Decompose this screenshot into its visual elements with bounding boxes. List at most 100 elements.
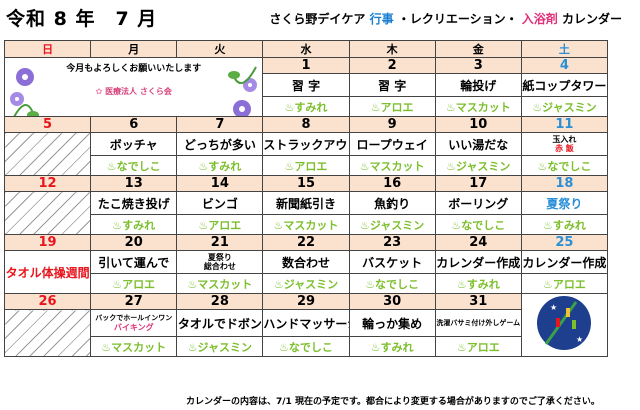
date-cell: 29 (262, 293, 350, 310)
week-1-activities: 習 字 習 字 輪投げ 紙コップタワー (5, 73, 609, 97)
activity-cell: 洗濯バサミ付け外しゲーム (434, 309, 522, 337)
activity-cell: 数合わせ (262, 250, 350, 274)
date-cell: 19 (3, 234, 92, 251)
calendar-subtitle: さくら野デイケア 行事 ・レクリエーション・ 入浴剤 カレンダー (269, 12, 622, 26)
activity-cell: タオルでドボン (176, 309, 264, 337)
towel-exercise-week: タオル体操週間 (3, 250, 92, 294)
greeting-card: 今月もよろしくお願いいたします ✿ 医療法人 さくら会 (3, 57, 264, 117)
bath-cell: ♨ジャスミン (262, 273, 350, 294)
bath-cell: ♨ジャスミン (520, 96, 609, 117)
bath-cell: ♨なでしこ (348, 273, 436, 294)
activity-cell: ロープウェイ (348, 132, 436, 156)
week-2-activities: ボッチャ どっちが多い ストラックアウト ロープウェイ いい湯だな 玉入れ 赤 … (3, 132, 609, 176)
activity-cell: カレンダー作成 (434, 250, 522, 274)
weekday-tue: 火 (176, 40, 264, 58)
bath-cell: ♨なでしこ (90, 155, 178, 176)
bath-cell: ♨ジャスミン (348, 214, 436, 235)
activity-cell: ストラックアウト (262, 132, 350, 156)
bath-cell: ♨アロエ (434, 336, 522, 357)
date-cell: 8 (262, 116, 350, 133)
date-cell: 31 (434, 293, 522, 310)
bath-cell: ♨マスカット (348, 155, 436, 176)
bath-cell: ♨ジャスミン (434, 155, 522, 176)
date-cell: 25 (520, 234, 609, 251)
bath-cell: ♨すみれ (348, 336, 436, 357)
activity-cell: カレンダー作成 (520, 250, 609, 274)
date-cell: 10 (434, 116, 522, 133)
date-cell: 22 (262, 234, 350, 251)
activity-cell: ボーリング (434, 191, 522, 215)
tanabata-illustration: ★ ★ (520, 293, 609, 357)
weekday-sat: 土 (520, 40, 609, 58)
date-cell: 24 (434, 234, 522, 251)
date-cell: 27 (90, 293, 178, 310)
week-3-activities: たこ焼き投げ ビンゴ 新聞紙引き 魚釣り ボーリング 夏祭り (3, 191, 609, 235)
greeting-message: 今月もよろしくお願いいたします (66, 64, 202, 74)
bath-cell: ♨なでしこ (520, 155, 609, 176)
bath-cell: ♨すみれ (90, 214, 178, 235)
tanabata-icon: ★ ★ (537, 296, 592, 350)
activity-cell: ボッチャ (90, 132, 178, 156)
activity-cell: いい湯だな (434, 132, 522, 156)
date-cell: 9 (348, 116, 436, 133)
bath-cell: ♨ジャスミン (176, 336, 264, 357)
weekday-fri: 金 (434, 40, 522, 58)
bath-cell: ♨マスカット (176, 273, 264, 294)
footer-note: カレンダーの内容は、7/1 現在の予定です。都合により変更する場合がありますので… (186, 397, 600, 407)
date-cell: 7 (176, 116, 264, 133)
bath-cell: ♨アロエ (262, 155, 350, 176)
activity-cell: 輪っか集め (348, 309, 436, 337)
week-5-dates: 26 27 28 29 30 31 ★ ★ (3, 293, 609, 357)
morning-glory-icon (10, 68, 39, 116)
activity-cell: バスケット (348, 250, 436, 274)
bath-cell: ♨アロエ (90, 273, 178, 294)
activity-cell: 魚釣り (348, 191, 436, 215)
date-cell: 26 (3, 293, 92, 310)
weekday-row: 日 月 火 水 木 金 土 (3, 40, 609, 58)
activity-cell: 習 字 (262, 73, 350, 97)
activity-cell: 夏祭り 総合わせ (176, 250, 264, 274)
week-2-baths: ♨なでしこ ♨すみれ ♨アロエ ♨マスカット ♨ジャスミン ♨なでしこ (5, 155, 609, 176)
svg-text:★: ★ (576, 335, 583, 344)
date-cell: 2 (348, 57, 436, 74)
activity-cell: ハンドマッサージ (262, 309, 350, 337)
week-4-baths: ♨アロエ ♨マスカット ♨ジャスミン ♨なでしこ ♨すみれ ♨アロエ (5, 273, 609, 294)
closed-day-cell (3, 309, 92, 357)
sakura-icon: ✿ (95, 87, 103, 96)
week-5-baths: ♨マスカット ♨ジャスミン ♨なでしこ ♨すみれ ♨アロエ (5, 336, 608, 357)
week-3-dates: 12 13 14 15 16 17 18 (3, 175, 609, 192)
morning-glory-icon (228, 66, 258, 116)
bath-cell: ♨アロエ (520, 273, 609, 294)
activity-cell: 夏祭り (520, 191, 609, 215)
date-cell: 1 (262, 57, 350, 74)
page-title: 令和 8 年 7 月 (6, 8, 158, 30)
special-meal: 赤 飯 (555, 144, 574, 153)
bath-cell: ♨アロエ (176, 214, 264, 235)
activity-cell: 紙コップタワー (520, 73, 609, 97)
week-1-dates: 今月もよろしくお願いいたします ✿ 医療法人 さくら会 1 2 3 4 (3, 57, 609, 117)
week-4-activities: タオル体操週間 引いて運んで 夏祭り 総合わせ 数合わせ バスケット カレンダー… (3, 250, 609, 294)
organization-name: ✿ 医療法人 さくら会 (95, 87, 172, 96)
date-cell: 30 (348, 293, 436, 310)
date-cell: 23 (348, 234, 436, 251)
svg-text:★: ★ (550, 303, 557, 312)
weekday-sun: 日 (3, 40, 92, 58)
activity-cell: たこ焼き投げ (90, 191, 178, 215)
bath-cell: ♨なでしこ (262, 336, 350, 357)
bath-cell: ♨すみれ (520, 214, 609, 235)
date-cell: 15 (262, 175, 350, 192)
closed-day-cell (3, 191, 92, 235)
date-cell: 16 (348, 175, 436, 192)
bath-cell: ♨すみれ (262, 96, 350, 117)
week-5-activities: バックでホールインワン バイキング タオルでドボン ハンドマッサージ 輪っか集め… (3, 309, 608, 357)
bath-cell: ♨アロエ (348, 96, 436, 117)
activity-cell: ビンゴ (176, 191, 264, 215)
week-3-baths: ♨すみれ ♨アロエ ♨マスカット ♨ジャスミン ♨なでしこ ♨すみれ (5, 214, 609, 235)
date-cell: 20 (90, 234, 178, 251)
activity-cell: バックでホールインワン バイキング (90, 309, 178, 337)
activity-cell: 玉入れ 赤 飯 (520, 132, 609, 156)
calendar-grid: 日 月 火 水 木 金 土 今月もよろしくお願いいたします ✿ 医療法人 さくら… (3, 40, 609, 357)
week-2-dates: 5 6 7 8 9 10 11 (3, 116, 609, 133)
date-cell: 17 (434, 175, 522, 192)
bath-cell: ♨すみれ (434, 273, 522, 294)
